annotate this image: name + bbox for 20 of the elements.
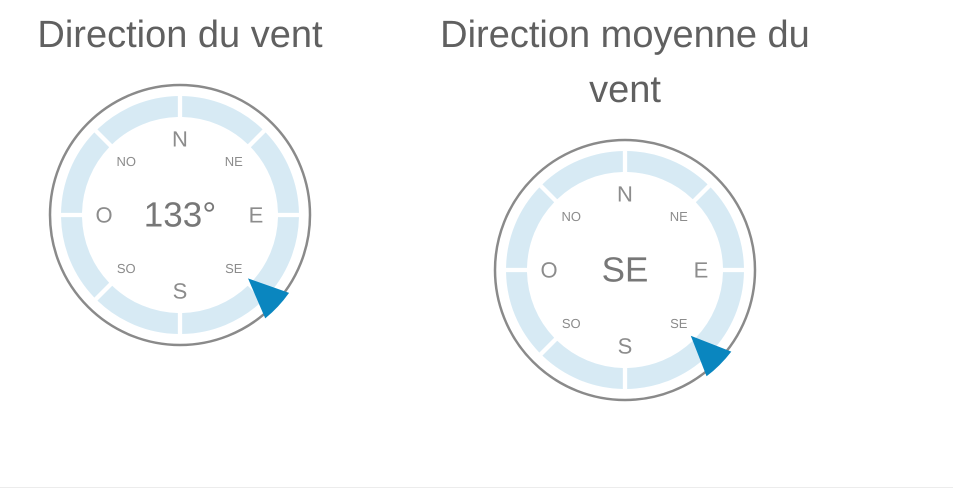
category-label: NE — [670, 208, 688, 224]
category-label: O — [540, 258, 558, 282]
text: O — [95, 202, 113, 228]
category-label: SE — [670, 316, 688, 332]
text: NO — [116, 154, 136, 169]
category-label: NO — [562, 208, 582, 224]
text: SO — [116, 261, 136, 276]
text: Direction du vent — [37, 14, 324, 56]
data-label: 133° — [144, 196, 216, 234]
text: N — [172, 126, 188, 152]
category-label: S — [618, 334, 632, 358]
text: E — [248, 202, 264, 228]
category-label: E — [694, 258, 708, 282]
category-label: SO — [562, 316, 581, 332]
text: S — [172, 278, 188, 304]
text: Direction moyenne du vent — [440, 14, 810, 111]
text: SE — [602, 250, 648, 290]
category-label: N — [617, 182, 633, 206]
text: SE — [225, 261, 243, 276]
text: NE — [224, 154, 244, 169]
